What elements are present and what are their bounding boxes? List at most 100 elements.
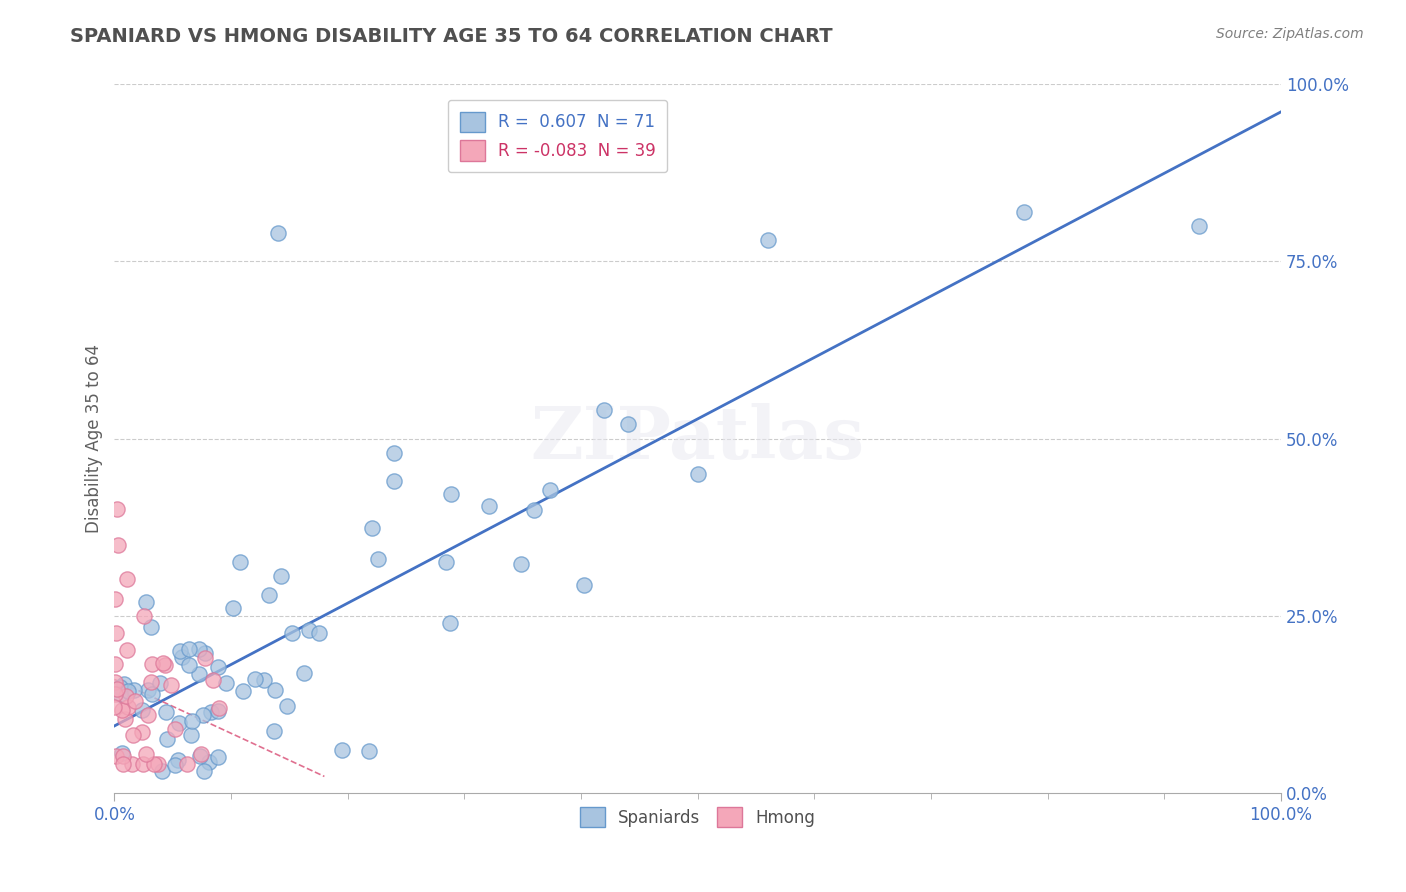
Point [382, 474, 405, 488]
Point [165, 757, 187, 772]
Point [153, 657, 176, 672]
Point [207, 750, 229, 764]
Point [593, 403, 616, 417]
Point [264, 683, 287, 698]
Point [361, 521, 384, 535]
Point [139, 674, 162, 689]
Point [167, 715, 190, 730]
Point [104, 687, 127, 701]
Point [190, 749, 212, 764]
Point [143, 757, 166, 772]
Point [141, 687, 163, 701]
Point [134, 608, 156, 623]
Point [509, 557, 531, 571]
Point [149, 676, 172, 690]
Point [105, 502, 128, 516]
Point [150, 764, 173, 779]
Point [117, 700, 139, 714]
Point [110, 687, 132, 701]
Point [194, 650, 217, 665]
Point [135, 747, 157, 761]
Text: ZIPatlas: ZIPatlas [530, 403, 865, 474]
Point [308, 626, 330, 640]
Point [478, 499, 501, 513]
Point [190, 747, 212, 762]
Point [131, 703, 153, 717]
Point [616, 417, 638, 432]
Point [139, 620, 162, 634]
Point [207, 704, 229, 718]
Point [146, 757, 169, 772]
Point [169, 644, 191, 658]
Point [110, 680, 132, 694]
Point [298, 623, 321, 637]
Point [180, 728, 202, 742]
Point [207, 660, 229, 674]
Point [105, 682, 128, 697]
Point [222, 601, 245, 615]
Point [367, 552, 389, 566]
Point [253, 673, 276, 687]
Point [105, 625, 128, 640]
Point [107, 538, 129, 552]
Point [270, 569, 292, 583]
Point [141, 657, 163, 671]
Point [124, 682, 146, 697]
Point [167, 752, 190, 766]
Point [198, 756, 221, 770]
Text: SPANIARD VS HMONG DISABILITY AGE 35 TO 64 CORRELATION CHART: SPANIARD VS HMONG DISABILITY AGE 35 TO 6… [70, 27, 832, 45]
Point [135, 595, 157, 609]
Point [115, 643, 138, 657]
Point [131, 725, 153, 739]
Point [160, 678, 183, 692]
Point [114, 712, 136, 726]
Y-axis label: Disability Age 35 to 64: Disability Age 35 to 64 [86, 344, 103, 533]
Point [112, 749, 135, 764]
Point [276, 699, 298, 714]
Point [187, 641, 209, 656]
Point [124, 694, 146, 708]
Point [686, 467, 709, 481]
Point [281, 625, 304, 640]
Point [156, 732, 179, 747]
Point [434, 555, 457, 569]
Point [110, 703, 132, 717]
Point [155, 705, 177, 719]
Point [439, 616, 461, 631]
Point [1188, 219, 1211, 233]
Point [232, 683, 254, 698]
Point [292, 665, 315, 680]
Point [187, 666, 209, 681]
Point [359, 744, 381, 758]
Point [194, 646, 217, 660]
Point [103, 700, 125, 714]
Point [114, 689, 136, 703]
Point [200, 705, 222, 719]
Point [177, 657, 200, 672]
Point [215, 676, 238, 690]
Point [208, 701, 231, 715]
Point [245, 672, 267, 686]
Point [201, 673, 224, 687]
Point [105, 749, 128, 764]
Point [267, 226, 290, 240]
Point [111, 757, 134, 772]
Point [170, 650, 193, 665]
Point [229, 556, 252, 570]
Text: Source: ZipAtlas.com: Source: ZipAtlas.com [1216, 27, 1364, 41]
Point [122, 728, 145, 742]
Point [121, 757, 143, 772]
Point [1014, 205, 1036, 219]
Point [191, 708, 214, 723]
Legend: Spaniards, Hmong: Spaniards, Hmong [574, 800, 823, 834]
Point [104, 592, 127, 607]
Point [330, 743, 353, 757]
Point [152, 656, 174, 670]
Point [104, 675, 127, 690]
Point [440, 487, 463, 501]
Point [112, 677, 135, 691]
Point [111, 746, 134, 760]
Point [181, 714, 204, 728]
Point [523, 503, 546, 517]
Point [136, 682, 159, 697]
